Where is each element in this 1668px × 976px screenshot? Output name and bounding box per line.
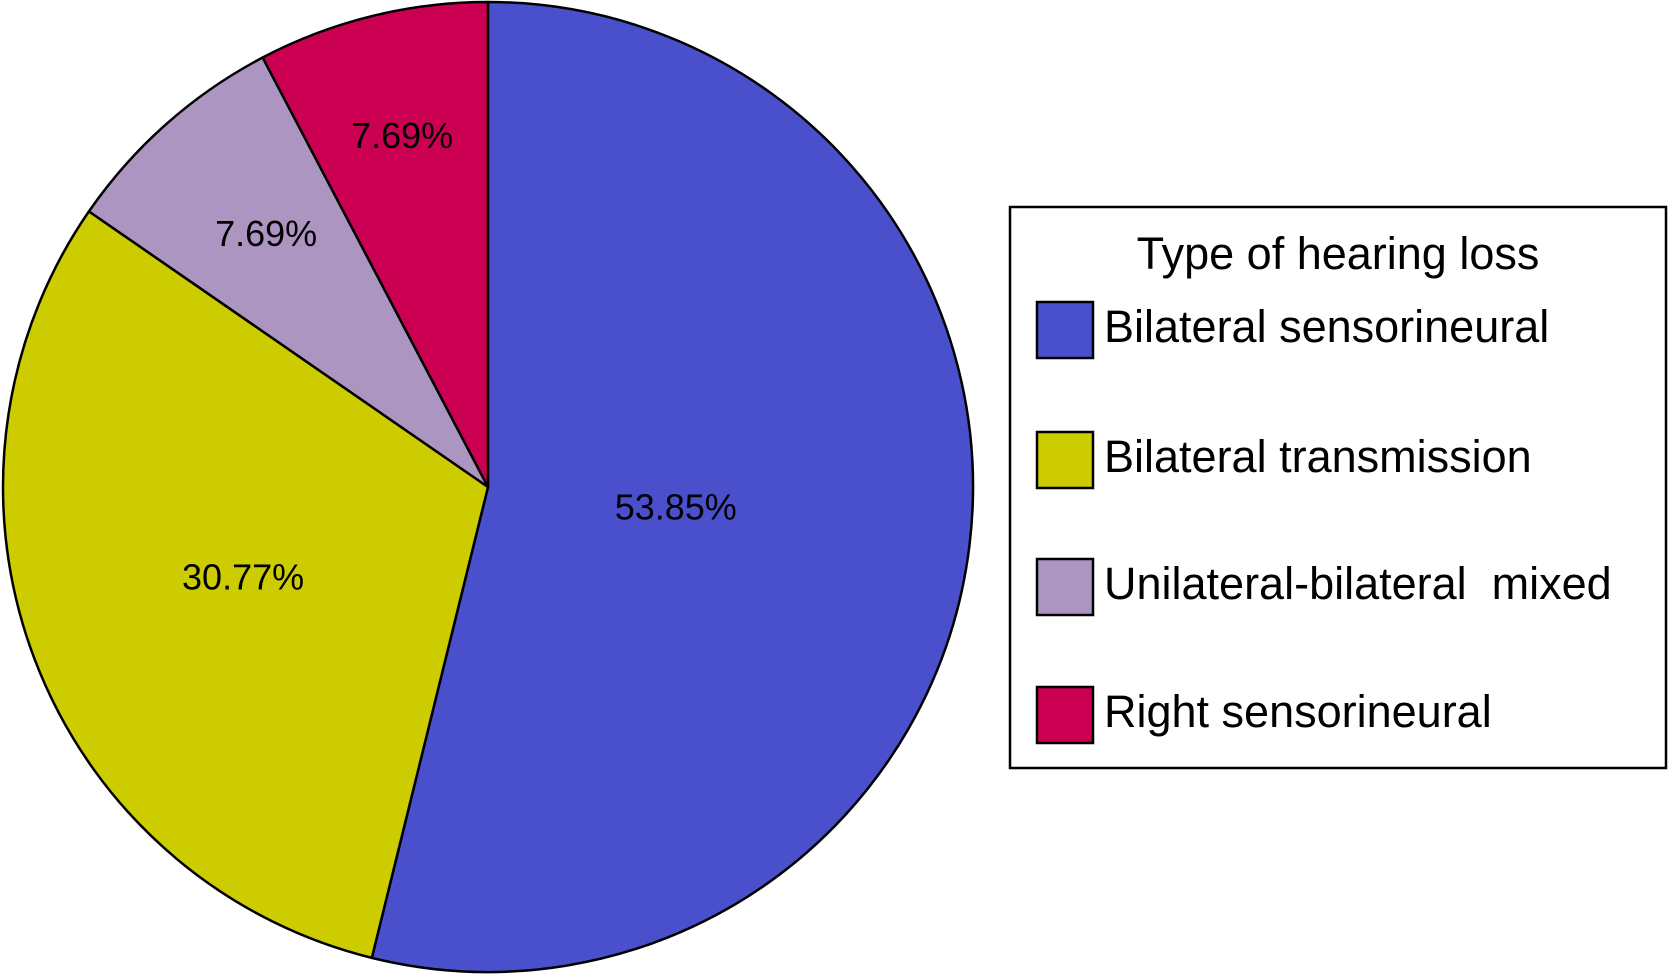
legend-label: Right sensorineural (1104, 686, 1492, 737)
pie-slice (261, 0, 490, 489)
slice-label: 7.69% (351, 115, 453, 156)
legend-label: Bilateral sensorineural (1104, 301, 1549, 352)
slice-label: 53.85% (615, 486, 737, 527)
legend-swatch (1035, 300, 1095, 360)
legend-label: Bilateral transmission (1104, 431, 1532, 482)
pie-slice (370, 0, 975, 974)
legend-box (1008, 205, 1668, 770)
slice-label: 7.69% (215, 213, 317, 254)
legend-label: Unilateral-bilateral mixed (1104, 558, 1612, 609)
pie-slice (87, 56, 490, 489)
slice-label: 30.77% (182, 556, 304, 597)
legend-swatch (1035, 557, 1095, 617)
legend-swatch (1035, 685, 1095, 745)
pie-slice (1, 210, 490, 960)
legend-swatch (1035, 430, 1095, 490)
legend-title: Type of hearing loss (1137, 228, 1540, 279)
